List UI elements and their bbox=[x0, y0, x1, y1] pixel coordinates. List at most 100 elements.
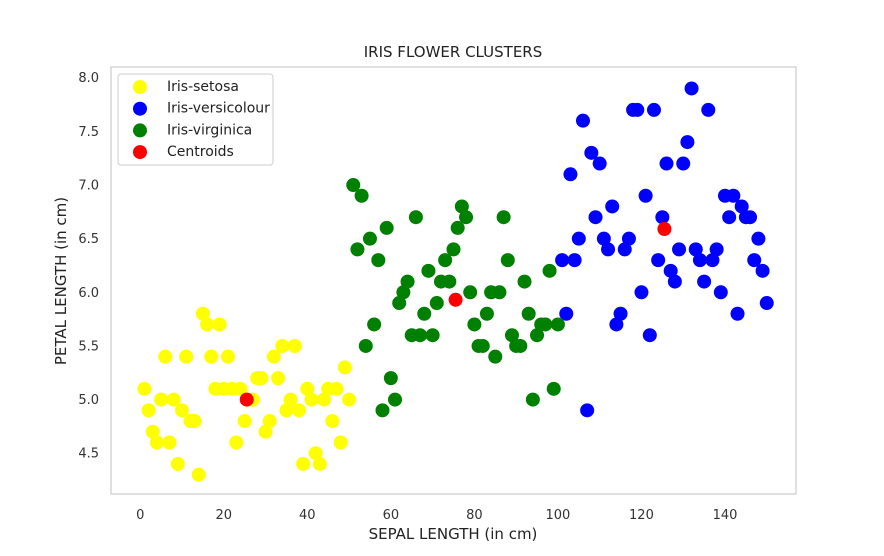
iris-virginica-point bbox=[371, 253, 386, 268]
iris-virginica-point bbox=[429, 296, 444, 311]
iris-virginica-point bbox=[513, 338, 528, 353]
iris-setosa-point bbox=[229, 435, 244, 450]
iris-virginica-point bbox=[454, 199, 469, 214]
iris-virginica-point bbox=[346, 178, 361, 193]
iris-setosa-point bbox=[300, 381, 315, 396]
x-axis-ticks: 0 20 40 60 80 100 120 140 bbox=[136, 508, 737, 523]
iris-setosa-point bbox=[158, 349, 173, 364]
iris-virginica-point bbox=[442, 274, 457, 289]
iris-versicolour-point bbox=[688, 242, 703, 257]
iris-setosa-point bbox=[262, 414, 277, 429]
legend-marker-iris-versicolour bbox=[133, 101, 147, 116]
iris-virginica-point bbox=[408, 210, 423, 225]
iris-setosa-point bbox=[283, 392, 298, 407]
legend: Iris-setosa Iris-versicolour Iris-virginic… bbox=[117, 73, 274, 166]
iris-versicolour-point bbox=[613, 306, 628, 321]
iris-virginica-point bbox=[504, 328, 519, 343]
iris-versicolour-point bbox=[571, 231, 586, 246]
iris-setosa-point bbox=[342, 392, 357, 407]
x-tick-label: 100 bbox=[546, 508, 571, 523]
iris-versicolour-point bbox=[722, 210, 737, 225]
iris-versicolour-point bbox=[680, 135, 695, 150]
iris-versicolour-point bbox=[555, 253, 570, 268]
iris-setosa-point bbox=[195, 306, 210, 321]
iris-virginica-point bbox=[392, 296, 407, 311]
centroids-point bbox=[239, 392, 254, 407]
iris-virginica-point bbox=[459, 210, 474, 225]
iris-setosa-point bbox=[200, 317, 215, 332]
iris-versicolour-point bbox=[663, 263, 678, 278]
iris-versicolour-point bbox=[642, 328, 657, 343]
iris-versicolour-point bbox=[697, 274, 712, 289]
iris-setosa-point bbox=[212, 317, 227, 332]
iris-virginica-point bbox=[446, 242, 461, 257]
centroids-point bbox=[448, 292, 463, 307]
iris-versicolour-point bbox=[743, 210, 758, 225]
iris-virginica-point bbox=[496, 210, 511, 225]
iris-versicolour-point bbox=[726, 188, 741, 203]
iris-virginica-point bbox=[517, 274, 532, 289]
iris-versicolour-point bbox=[692, 253, 707, 268]
iris-virginica-point bbox=[521, 306, 536, 321]
iris-setosa-point bbox=[279, 403, 294, 418]
iris-versicolour-point bbox=[747, 253, 762, 268]
legend-marker-iris-virginica bbox=[133, 123, 147, 138]
iris-setosa-point bbox=[312, 456, 327, 471]
iris-versicolour-point bbox=[588, 210, 603, 225]
iris-virginica-point bbox=[413, 328, 428, 343]
iris-versicolour-point bbox=[755, 263, 770, 278]
iris-versicolour-point bbox=[601, 242, 616, 257]
iris-versicolour-point bbox=[705, 253, 720, 268]
iris-virginica-point bbox=[550, 317, 565, 332]
y-tick-label: 7.0 bbox=[78, 179, 99, 194]
iris-versicolour-point bbox=[759, 296, 774, 311]
iris-setosa-point bbox=[170, 456, 185, 471]
iris-setosa-point bbox=[337, 360, 352, 375]
y-tick-label: 5.0 bbox=[78, 393, 99, 408]
iris-versicolour-point bbox=[646, 102, 661, 117]
iris-virginica-point bbox=[379, 220, 394, 235]
iris-virginica-point bbox=[467, 317, 482, 332]
iris-versicolour-point bbox=[609, 317, 624, 332]
iris-virginica-point bbox=[538, 317, 553, 332]
iris-virginica-point bbox=[350, 242, 365, 257]
x-tick-label: 120 bbox=[629, 508, 654, 523]
iris-setosa-point bbox=[175, 403, 190, 418]
x-axis-label: SEPAL LENGTH (in cm) bbox=[369, 525, 538, 543]
iris-virginica-point bbox=[500, 253, 515, 268]
x-tick-label: 60 bbox=[383, 508, 400, 523]
legend-label-iris-setosa: Iris-setosa bbox=[167, 79, 239, 95]
iris-virginica-point bbox=[400, 274, 415, 289]
y-tick-label: 8.0 bbox=[78, 71, 99, 86]
iris-virginica-point bbox=[375, 403, 390, 418]
iris-setosa-point bbox=[145, 424, 160, 439]
y-tick-label: 5.5 bbox=[78, 339, 99, 354]
iris-virginica-point bbox=[450, 220, 465, 235]
iris-versicolour-point bbox=[621, 231, 636, 246]
iris-versicolour-point bbox=[672, 242, 687, 257]
y-tick-label: 6.0 bbox=[78, 286, 99, 301]
iris-versicolour-point bbox=[734, 199, 749, 214]
iris-virginica-point bbox=[438, 253, 453, 268]
iris-setosa-point bbox=[162, 435, 177, 450]
iris-virginica-point bbox=[425, 328, 440, 343]
iris-setosa-point bbox=[271, 371, 286, 386]
iris-virginica-point bbox=[354, 188, 369, 203]
iris-versicolour-point bbox=[659, 156, 674, 171]
y-tick-label: 6.5 bbox=[78, 232, 99, 247]
centroids-point bbox=[657, 222, 672, 237]
iris-setosa-point bbox=[137, 381, 152, 396]
y-axis-label: PETAL LENGTH (in cm) bbox=[52, 197, 70, 365]
iris-versicolour-point bbox=[701, 102, 716, 117]
iris-versicolour-point bbox=[751, 231, 766, 246]
iris-versicolour-point bbox=[563, 167, 578, 182]
iris-versicolour-point bbox=[730, 306, 745, 321]
iris-setosa-point bbox=[220, 349, 235, 364]
iris-setosa-point bbox=[304, 392, 319, 407]
iris-virginica-point bbox=[358, 338, 373, 353]
data-points bbox=[137, 81, 774, 482]
iris-setosa-point bbox=[254, 371, 269, 386]
iris-setosa-point bbox=[308, 446, 323, 461]
iris-setosa-point bbox=[291, 403, 306, 418]
